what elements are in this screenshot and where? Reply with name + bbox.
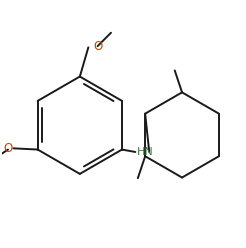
Text: O: O: [3, 142, 12, 155]
Text: O: O: [94, 40, 103, 53]
Text: HN: HN: [137, 147, 153, 157]
